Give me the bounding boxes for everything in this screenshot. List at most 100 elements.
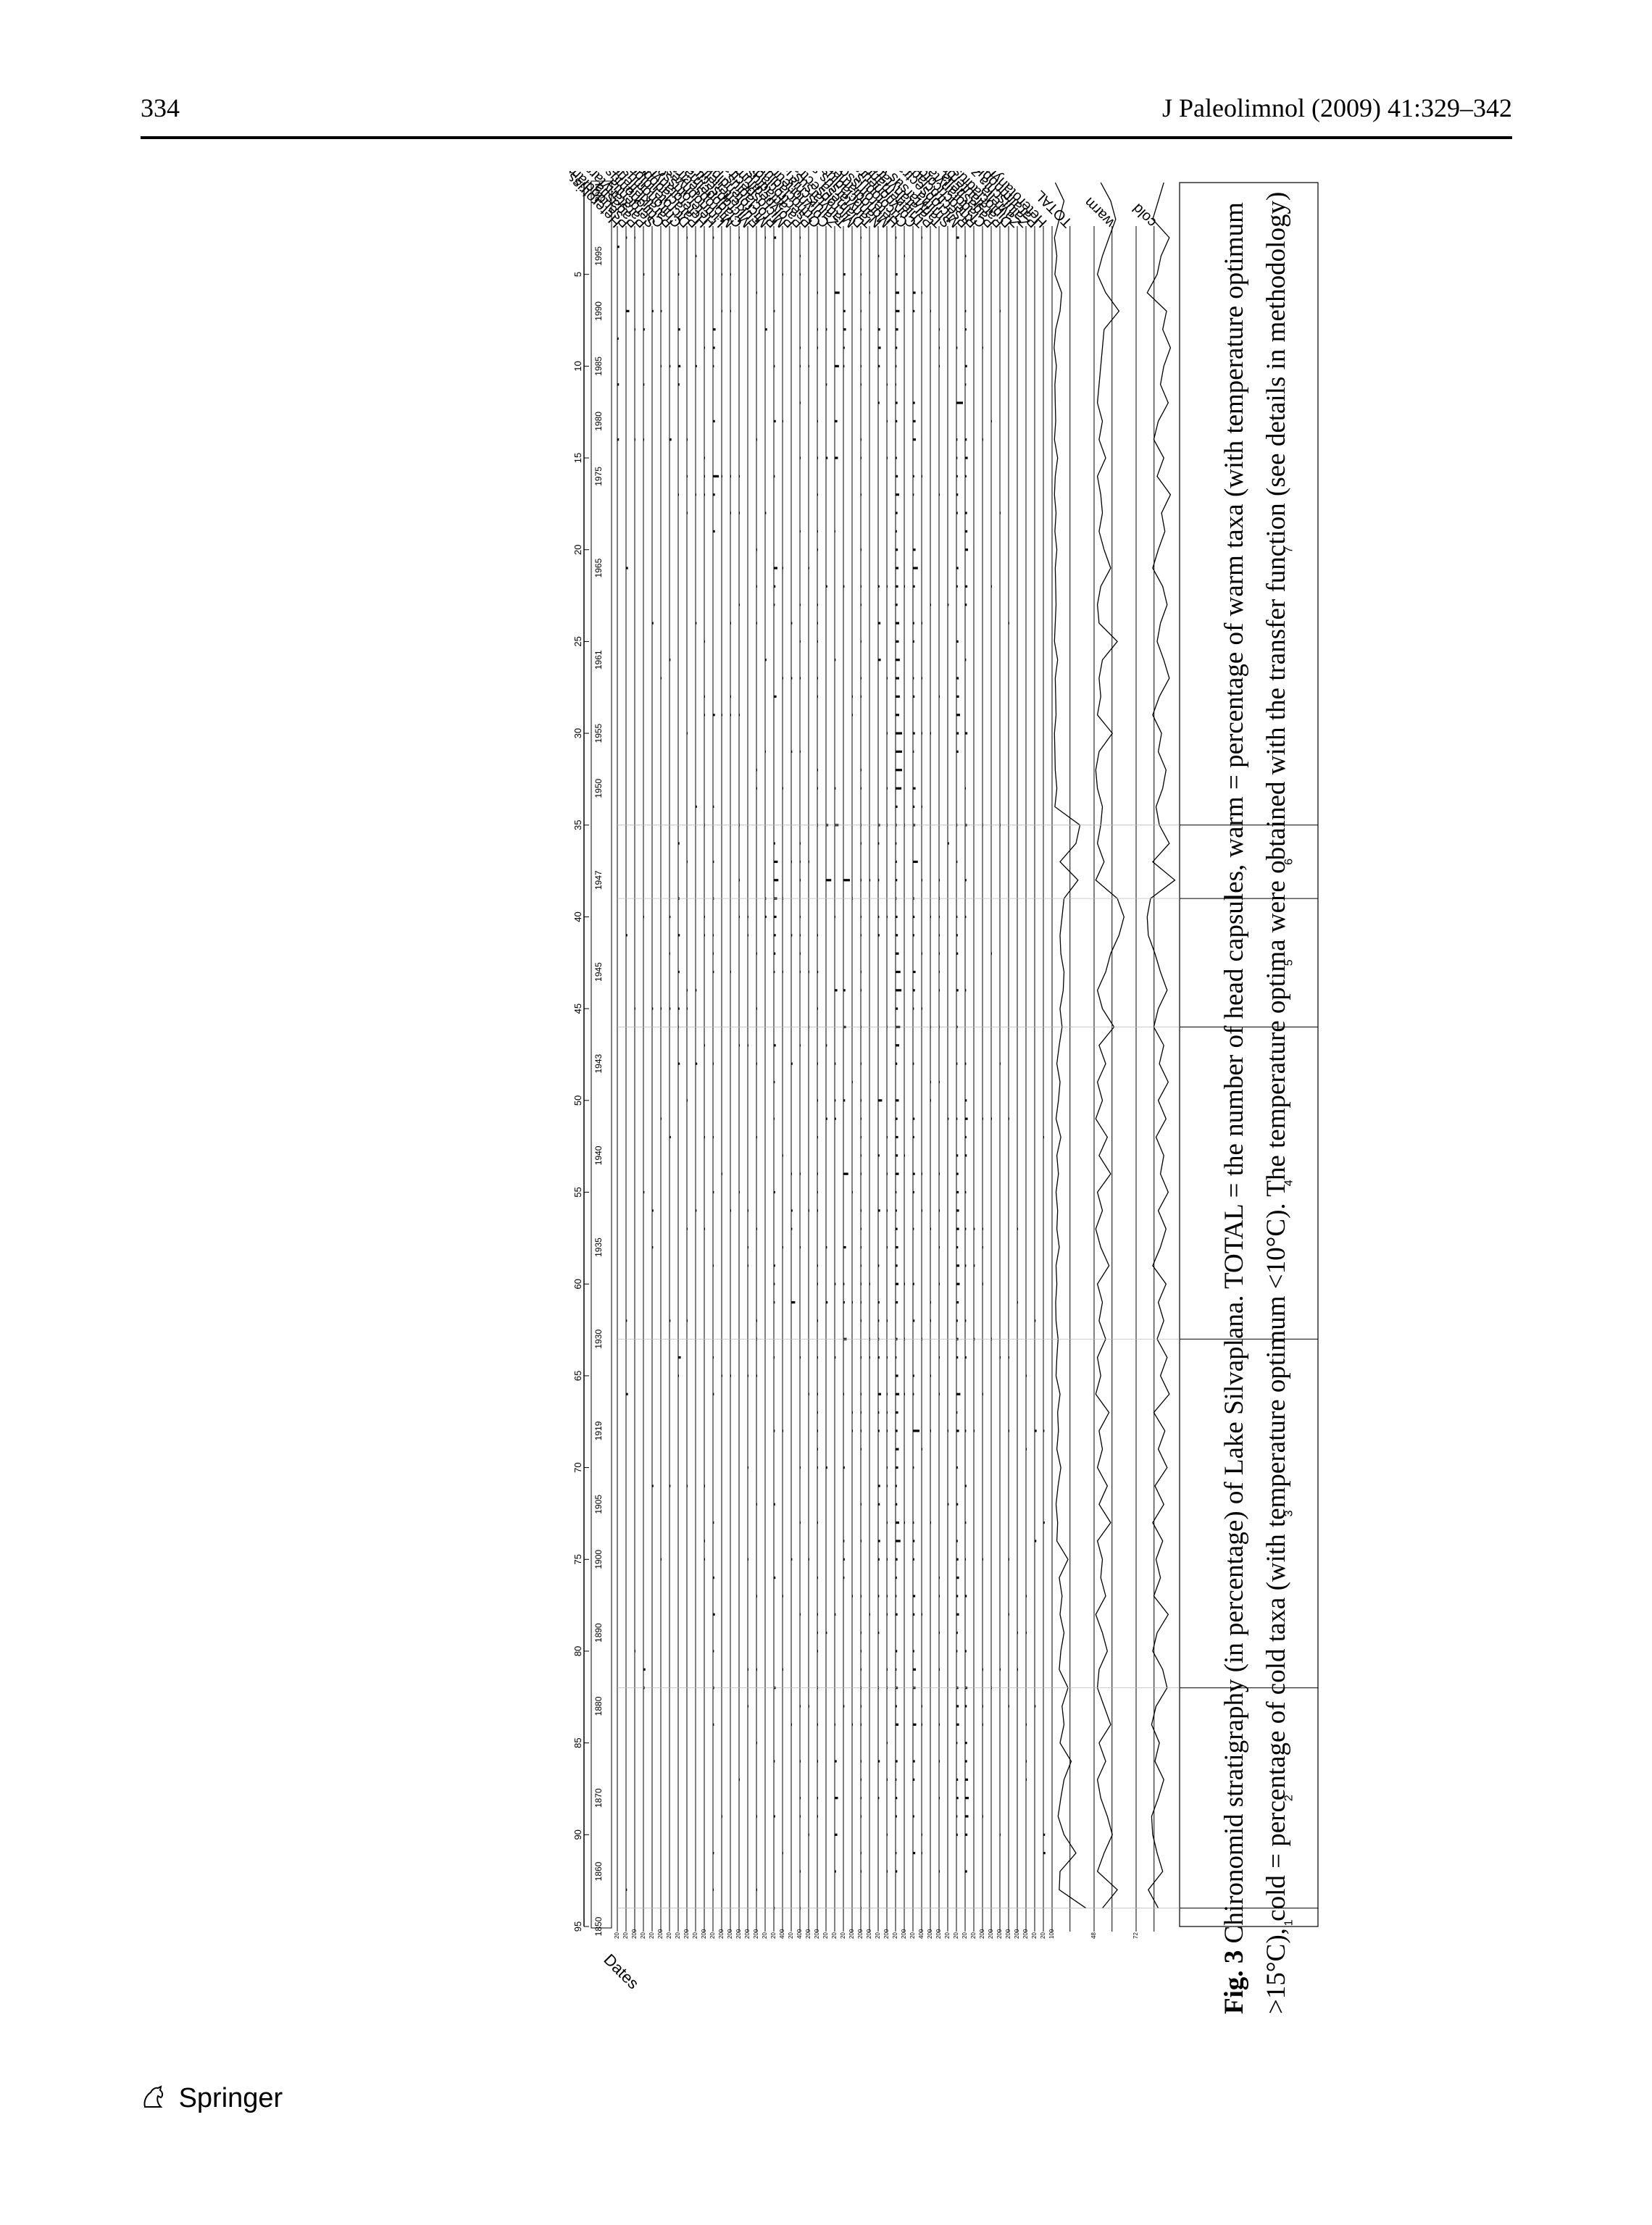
taxon-bar (765, 659, 767, 661)
taxon-bar (878, 364, 880, 367)
taxon-scale-label: 400 (779, 1929, 785, 1939)
taxon-bar (765, 915, 767, 919)
taxon-bar (956, 1264, 960, 1267)
taxon-name-label: warm (1081, 194, 1118, 231)
taxon-bar (687, 475, 688, 477)
taxon-bar (896, 695, 900, 698)
taxon-bar (887, 1245, 888, 1249)
taxon-bar (756, 1888, 757, 1891)
taxon-bar (956, 732, 959, 735)
taxon-scale-label: 20 (875, 1932, 881, 1939)
taxon-bar (835, 1760, 837, 1763)
taxon-bar (913, 1650, 914, 1653)
taxon-bar (956, 640, 959, 643)
taxon-bar (939, 1797, 940, 1800)
taxon-bar (965, 1264, 967, 1267)
taxon-bar (800, 1797, 801, 1800)
taxon-bar (643, 383, 645, 386)
taxon-bar (878, 1411, 880, 1414)
taxon-bar (887, 419, 888, 422)
zone-label: 2 (1283, 1795, 1296, 1801)
taxon-bar (713, 1888, 714, 1891)
taxon-bar (896, 493, 899, 496)
taxon-scale-label: 20 (822, 1932, 829, 1939)
taxon-bar (956, 860, 958, 864)
zone-label: 1 (1283, 1919, 1296, 1926)
taxon-bar (956, 1540, 958, 1543)
taxon-bar (956, 567, 959, 569)
taxon-bar (843, 1301, 845, 1304)
taxon-bar (661, 309, 662, 312)
taxon-bar (739, 1044, 740, 1047)
taxon-bar (896, 1245, 898, 1249)
taxon-bar (756, 622, 757, 625)
taxon-bar (965, 309, 967, 312)
taxon-bar (896, 273, 898, 276)
taxon-bar (913, 438, 917, 441)
taxon-bar (739, 218, 740, 221)
taxon-bar (817, 1411, 818, 1414)
taxon-bar (826, 456, 828, 459)
taxon-bar (896, 456, 897, 459)
taxon-bar (878, 254, 880, 257)
taxon-bar (800, 1870, 801, 1873)
taxon-bar (861, 879, 862, 882)
taxon-bar (774, 1044, 776, 1047)
taxon-bar (669, 364, 671, 367)
taxon-bar (1026, 1778, 1027, 1781)
taxon-bar (965, 1870, 967, 1873)
taxon-bar (896, 1044, 899, 1047)
taxon-bar (817, 456, 818, 459)
taxon-bar (965, 1521, 967, 1524)
taxon-bar (913, 989, 915, 992)
taxon-bar (930, 1099, 931, 1102)
taxon-bar (904, 254, 905, 257)
taxon-bar (956, 1319, 958, 1322)
taxon-bar (965, 1833, 968, 1836)
taxon-scale-label: 400 (796, 1929, 803, 1939)
taxon-bar (739, 475, 740, 477)
taxon-bar (965, 732, 968, 735)
taxon-bar (956, 1723, 959, 1726)
taxon-bar (896, 915, 898, 919)
taxon-bar (956, 1429, 959, 1432)
taxon-bar (939, 1577, 940, 1579)
date-label: 1965 (593, 558, 604, 577)
taxon-panel: 20Heterotrissocladius marcidus-group (570, 171, 720, 1939)
taxon-bar (939, 1080, 940, 1084)
taxon-bar (965, 218, 967, 221)
taxon-bar (774, 604, 775, 606)
taxon-bar (913, 1172, 915, 1175)
taxon-bar (774, 1503, 775, 1506)
taxon-bar (965, 438, 967, 441)
taxon-bar (939, 934, 940, 937)
taxon-bar (843, 989, 846, 992)
taxon-scale-label: 200 (1005, 1929, 1011, 1939)
taxon-bar (939, 1595, 940, 1598)
taxon-bar (800, 952, 801, 955)
taxon-bar (800, 970, 801, 974)
taxon-bar (896, 677, 899, 680)
taxon-scale-label: 200 (988, 1929, 994, 1939)
taxon-bar (774, 970, 775, 974)
depth-tick-label: 40 (572, 911, 583, 922)
taxon-bar (617, 337, 619, 340)
taxon-bar (687, 1227, 688, 1230)
taxon-bar (887, 585, 888, 588)
taxon-bar (913, 1595, 916, 1598)
taxon-bar (861, 1227, 862, 1230)
taxon-bar (956, 1282, 960, 1285)
taxon-bar (1043, 1521, 1045, 1524)
taxon-bar (800, 1172, 801, 1175)
taxon-bar (939, 1760, 940, 1763)
taxon-bar (869, 1282, 870, 1285)
date-label: 1975 (593, 467, 604, 486)
taxon-bar (896, 1411, 898, 1414)
taxon-bar (913, 1429, 919, 1432)
